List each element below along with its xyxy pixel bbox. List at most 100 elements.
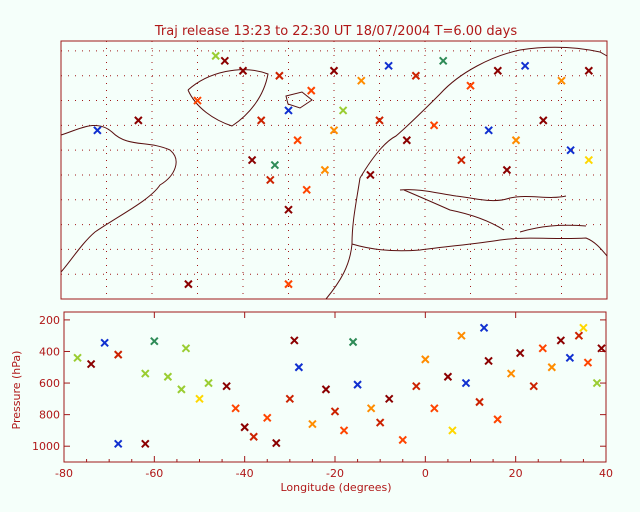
x-tick-label: 0 — [422, 467, 429, 480]
map-point — [266, 175, 275, 185]
profile-point — [579, 323, 588, 332]
profile-point — [290, 336, 299, 345]
profile-point — [430, 404, 439, 413]
profile-point — [150, 337, 159, 346]
map-point — [320, 165, 330, 175]
profile-point — [141, 369, 150, 378]
map-point — [584, 66, 594, 75]
map-point — [557, 76, 566, 85]
map-point — [357, 76, 366, 85]
profile-point — [181, 344, 191, 353]
map-point — [329, 66, 339, 75]
chart-title: Traj release 13:23 to 22:30 UT 18/07/200… — [154, 24, 517, 39]
profile-point — [547, 363, 557, 372]
map-point — [502, 165, 512, 175]
map-point — [466, 81, 475, 90]
profile-point — [204, 378, 213, 388]
map-point — [284, 106, 293, 115]
profile-point — [529, 382, 538, 391]
y-tick-label: 1000 — [32, 440, 60, 453]
profile-point — [398, 435, 407, 445]
x-tick-label: -20 — [326, 467, 344, 480]
profile-point — [556, 336, 566, 345]
map-point — [93, 126, 102, 135]
profile-point — [222, 382, 231, 391]
profile-point — [574, 331, 584, 340]
profile-point — [163, 372, 173, 381]
profile-point — [443, 372, 453, 381]
profile-point — [321, 385, 331, 394]
map-point — [284, 279, 293, 289]
map-point — [193, 96, 202, 105]
profile-point — [583, 358, 593, 367]
map-point — [566, 145, 575, 155]
profile-point — [384, 394, 394, 404]
profile-point — [330, 407, 340, 416]
map-point — [411, 71, 421, 80]
profile-point — [375, 418, 385, 427]
profile-point — [308, 419, 317, 429]
profile-point — [113, 439, 123, 449]
profile-point — [479, 323, 489, 332]
map-point — [275, 71, 284, 80]
x-tick-label: -60 — [145, 467, 163, 480]
greenland-coast — [187, 69, 269, 127]
profile-point — [457, 331, 466, 340]
profile-axes: -80 -60 -40 -20 0 20 40 200 400 600 800 1000 — [32, 312, 613, 480]
profile-point — [195, 394, 204, 404]
map-point — [256, 116, 266, 125]
map-point — [484, 126, 493, 135]
profile-point — [461, 378, 471, 388]
profile-point — [339, 426, 349, 435]
x-tick-label: -80 — [55, 467, 73, 480]
map-point — [184, 279, 193, 289]
x-tick-label: 40 — [599, 467, 613, 480]
profile-point — [538, 344, 547, 353]
map-point — [247, 155, 257, 165]
profile-point — [177, 385, 186, 394]
map-frame — [60, 40, 608, 300]
map-panel — [60, 40, 608, 300]
profile-point — [448, 426, 457, 435]
profile-point — [240, 423, 249, 432]
map-point — [520, 61, 530, 71]
x-tick-label: -40 — [236, 467, 254, 480]
profile-point — [294, 363, 304, 372]
north-america-coast — [60, 124, 177, 273]
y-axis-label: Pressure (hPa) — [10, 351, 23, 430]
profile-point — [515, 348, 525, 358]
profile-point — [263, 413, 272, 422]
profile-point — [86, 359, 96, 369]
map-point — [384, 61, 393, 71]
map-point — [238, 66, 248, 75]
profile-point — [493, 415, 502, 424]
profile-point — [73, 353, 82, 362]
profile-point — [592, 378, 602, 388]
profile-point — [249, 432, 258, 441]
map-graticule — [61, 41, 607, 299]
y-tick-label: 600 — [39, 377, 60, 390]
map-point — [270, 160, 280, 170]
profile-point — [272, 438, 281, 448]
y-tick-label: 800 — [39, 409, 60, 422]
map-point — [302, 185, 311, 195]
profile-point — [506, 369, 516, 378]
map-point — [584, 155, 594, 165]
map-point — [307, 86, 316, 95]
profile-point — [353, 380, 362, 389]
x-tick-label: 20 — [509, 467, 523, 480]
africa-coast — [325, 177, 608, 300]
map-point — [366, 170, 375, 180]
map-point — [438, 56, 448, 66]
mediterranean-coast — [399, 189, 567, 202]
profile-point — [484, 356, 493, 366]
profile-point — [475, 397, 484, 407]
profile-point — [285, 394, 295, 404]
map-point — [329, 126, 339, 135]
profile-point — [348, 337, 358, 347]
profile-point — [113, 350, 123, 359]
map-point — [293, 136, 302, 145]
map-point — [539, 116, 548, 125]
profile-point — [141, 439, 150, 449]
